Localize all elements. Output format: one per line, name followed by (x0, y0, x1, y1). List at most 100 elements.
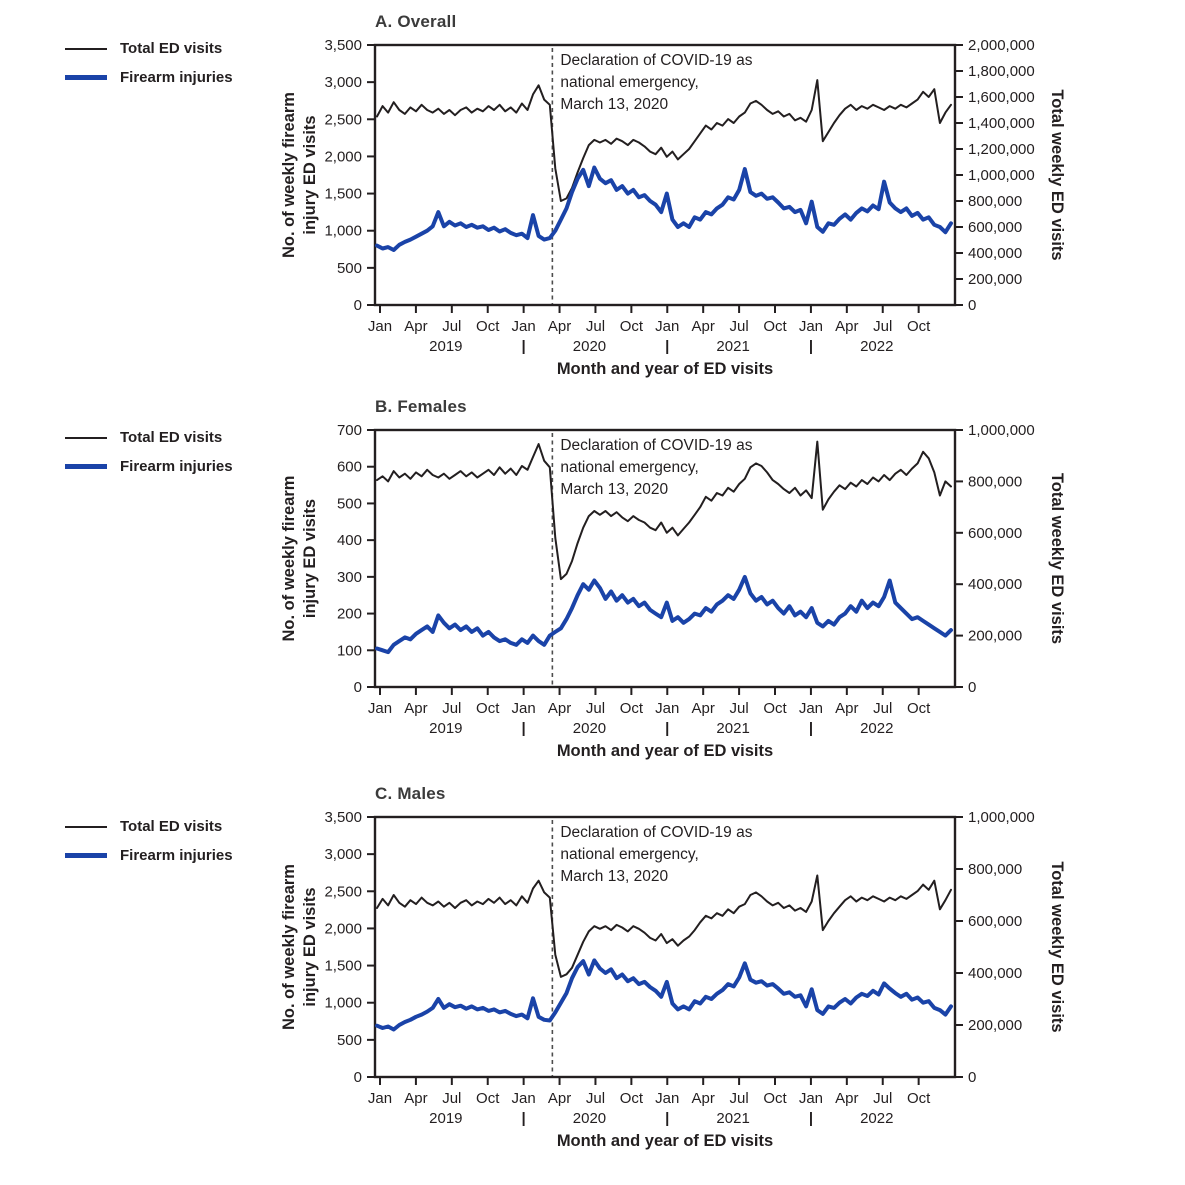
x-tick-label: Jan (368, 1090, 392, 1107)
firearm-injuries-line-swatch (65, 75, 107, 80)
series-total-ed-visits (376, 79, 952, 202)
left-axis-title-line2: injury ED visits (301, 499, 319, 618)
x-tick-label: Jul (730, 1090, 749, 1107)
y-tick-label-right: 600,000 (968, 219, 1022, 236)
year-separator: | (522, 338, 526, 355)
right-axis-title: Total weekly ED visits (1048, 861, 1066, 1032)
legend-item-firearm: Firearm injuries (65, 452, 295, 481)
plot-frame (373, 815, 957, 1079)
y-tick-label-right: 2,000,000 (968, 37, 1035, 54)
x-tick-label: Jan (368, 700, 392, 717)
covid-annotation-line: March 13, 2020 (560, 481, 668, 498)
x-year-label: 2022 (860, 1110, 893, 1127)
x-tick-label: Oct (763, 318, 787, 335)
x-tick-label: Oct (620, 318, 644, 335)
x-tick-label: Apr (835, 1090, 858, 1107)
y-tick-label-right: 1,200,000 (968, 141, 1035, 158)
y-tick-label-left: 1,500 (324, 186, 362, 203)
y-tick-label-left: 700 (337, 422, 362, 439)
legend-panel-c: Total ED visits Firearm injuries (65, 812, 295, 870)
x-axis-title: Month and year of ED visits (557, 360, 773, 378)
legend-label: Total ED visits (120, 818, 223, 835)
x-tick-label: Apr (404, 318, 427, 335)
y-tick-label-left: 200 (337, 606, 362, 623)
x-tick-label: Oct (907, 1090, 931, 1107)
y-tick-label-right: 0 (968, 297, 976, 314)
y-tick-label-left: 2,000 (324, 920, 362, 937)
covid-annotation-line: national emergency, (560, 74, 698, 91)
x-year-label: 2020 (573, 338, 606, 355)
left-axis-title-line1: No. of weekly firearm (280, 476, 298, 642)
y-tick-label-right: 0 (968, 1069, 976, 1086)
year-separator: | (522, 720, 526, 737)
x-tick-label: Jan (512, 700, 536, 717)
y-tick-label-left: 2,500 (324, 883, 362, 900)
x-year-label: 2019 (429, 338, 462, 355)
legend-item-firearm: Firearm injuries (65, 841, 295, 870)
left-axis-title-line1: No. of weekly firearm (280, 864, 298, 1030)
x-tick-label: Apr (835, 700, 858, 717)
x-tick-label: Oct (763, 700, 787, 717)
x-tick-label: Oct (620, 1090, 644, 1107)
year-separator: | (809, 720, 813, 737)
x-tick-label: Apr (404, 700, 427, 717)
legend-label: Total ED visits (120, 429, 223, 446)
series-firearm-injuries (375, 165, 953, 252)
y-tick-label-right: 1,000,000 (968, 809, 1035, 826)
x-tick-label: Oct (907, 318, 931, 335)
x-tick-label: Apr (692, 1090, 715, 1107)
covid-annotation-line: national emergency, (560, 846, 698, 863)
total-ed-visits-line-swatch (65, 436, 107, 439)
panel-a-title: A. Overall (375, 12, 457, 31)
x-tick-label: Jul (730, 318, 749, 335)
y-tick-label-right: 800,000 (968, 193, 1022, 210)
y-tick-label-right: 1,600,000 (968, 89, 1035, 106)
x-tick-label: Jan (799, 700, 823, 717)
firearm-injuries-line-swatch (65, 464, 107, 469)
y-tick-label-left: 0 (354, 1069, 362, 1086)
year-separator: | (665, 338, 669, 355)
covid-annotation-line: national emergency, (560, 459, 698, 476)
total-ed-visits-line-swatch (65, 825, 107, 828)
legend-label: Firearm injuries (120, 847, 233, 864)
x-year-label: 2019 (429, 720, 462, 737)
series-total-ed-visits (376, 874, 952, 978)
x-year-label: 2019 (429, 1110, 462, 1127)
total-ed-visits-line-swatch (65, 47, 107, 50)
firearm-injuries-line-swatch (65, 853, 107, 858)
x-tick-label: Oct (620, 700, 644, 717)
left-axis-title-line1: No. of weekly firearm (280, 92, 298, 258)
x-tick-label: Jan (655, 1090, 679, 1107)
y-tick-label-left: 1,500 (324, 958, 362, 975)
x-year-label: 2022 (860, 338, 893, 355)
x-year-label: 2020 (573, 720, 606, 737)
legend-panel-a: Total ED visits Firearm injuries (65, 34, 295, 92)
legend-item-firearm: Firearm injuries (65, 63, 295, 92)
y-tick-label-right: 0 (968, 679, 976, 696)
x-tick-label: Jan (512, 1090, 536, 1107)
legend-label: Total ED visits (120, 40, 223, 57)
x-tick-label: Apr (692, 700, 715, 717)
covid-annotation-line: Declaration of COVID-19 as (560, 824, 752, 841)
y-tick-label-left: 500 (337, 260, 362, 277)
y-tick-label-right: 1,800,000 (968, 63, 1035, 80)
x-year-label: 2021 (716, 720, 749, 737)
x-tick-label: Jul (442, 700, 461, 717)
x-tick-label: Jul (873, 318, 892, 335)
y-tick-label-left: 0 (354, 297, 362, 314)
y-tick-label-right: 1,400,000 (968, 115, 1035, 132)
x-tick-label: Jul (586, 318, 605, 335)
year-separator: | (665, 720, 669, 737)
x-tick-label: Jan (512, 318, 536, 335)
x-tick-label: Oct (476, 318, 500, 335)
y-tick-label-left: 1,000 (324, 995, 362, 1012)
legend-item-total: Total ED visits (65, 812, 295, 841)
y-tick-label-left: 300 (337, 569, 362, 586)
x-tick-label: Jan (655, 700, 679, 717)
y-tick-label-left: 3,500 (324, 809, 362, 826)
x-tick-label: Oct (907, 700, 931, 717)
year-separator: | (665, 1110, 669, 1127)
legend-item-total: Total ED visits (65, 423, 295, 452)
